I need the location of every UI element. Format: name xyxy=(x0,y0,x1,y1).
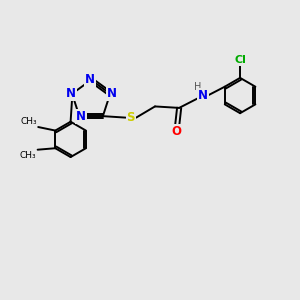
Text: N: N xyxy=(198,89,208,102)
Text: CH₃: CH₃ xyxy=(20,151,36,160)
Text: Cl: Cl xyxy=(234,55,246,65)
Text: N: N xyxy=(66,87,76,100)
Text: N: N xyxy=(85,74,94,86)
Text: H: H xyxy=(194,82,202,92)
Text: N: N xyxy=(106,87,117,100)
Text: O: O xyxy=(172,125,182,138)
Text: S: S xyxy=(127,111,135,124)
Text: N: N xyxy=(76,110,86,123)
Text: CH₃: CH₃ xyxy=(20,117,37,126)
